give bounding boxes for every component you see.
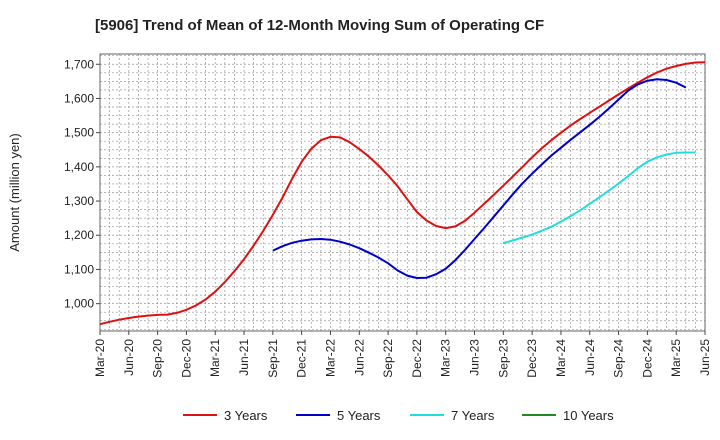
- series-lines: [99, 61, 706, 326]
- legend-label-4: 10 Years: [563, 408, 614, 423]
- x-tick-label: Dec-22: [410, 339, 424, 378]
- x-tick-label: Mar-21: [208, 339, 222, 377]
- series-line-2: [272, 78, 687, 279]
- x-tick-label: Mar-25: [669, 339, 683, 377]
- x-tick-label: Jun-23: [468, 339, 482, 376]
- x-tick-label: Sep-21: [266, 339, 280, 378]
- legend-label-1: 3 Years: [224, 408, 268, 423]
- x-tick-label: Jun-25: [698, 339, 712, 376]
- x-tick-label: Jun-21: [237, 339, 251, 376]
- y-tick-label: 1,000: [64, 297, 94, 311]
- plot-area: [99, 53, 706, 332]
- chart-title: [5906] Trend of Mean of 12-Month Moving …: [95, 17, 544, 34]
- y-tick-label: 1,400: [64, 160, 94, 174]
- legend-label-3: 7 Years: [451, 408, 495, 423]
- y-tick-label: 1,500: [64, 126, 94, 140]
- x-tick-label: Mar-22: [323, 339, 337, 377]
- x-tick-label: Mar-20: [93, 339, 107, 377]
- x-tick-label: Sep-22: [381, 339, 395, 378]
- x-axis: Mar-20 Jun-20 Sep-20 Dec-20 Mar-21 Jun-21 Sep-…: [93, 331, 712, 378]
- x-tick-label: Sep-24: [612, 339, 626, 378]
- x-tick-label: Dec-23: [525, 339, 539, 378]
- x-tick-label: Dec-20: [179, 339, 193, 378]
- y-tick-label: 1,100: [64, 262, 94, 276]
- grid: [99, 54, 706, 331]
- x-tick-label: Jun-22: [352, 339, 366, 376]
- x-tick-label: Sep-23: [496, 339, 510, 378]
- x-tick-label: Jun-20: [122, 339, 136, 376]
- y-tick-label: 1,600: [64, 91, 94, 105]
- x-tick-label: Dec-24: [640, 339, 654, 378]
- y-axis: 1,000 1,100 1,200 1,300 1,400 1,500 1,600 1,700: [64, 57, 100, 311]
- x-tick-label: Jun-24: [583, 339, 597, 376]
- legend-label-2: 5 Years: [337, 408, 381, 423]
- x-tick-label: Sep-20: [151, 339, 165, 378]
- x-tick-label: Dec-21: [295, 339, 309, 378]
- y-tick-label: 1,700: [64, 57, 94, 71]
- y-tick-label: 1,300: [64, 194, 94, 208]
- series-line-1: [99, 61, 706, 326]
- x-tick-label: Mar-23: [439, 339, 453, 377]
- x-tick-label: Mar-24: [554, 339, 568, 377]
- y-tick-label: 1,200: [64, 228, 94, 242]
- legend: 3 Years 5 Years 7 Years 10 Years: [183, 408, 614, 423]
- y-axis-label: Amount (million yen): [7, 133, 22, 252]
- series-line-3: [503, 151, 696, 245]
